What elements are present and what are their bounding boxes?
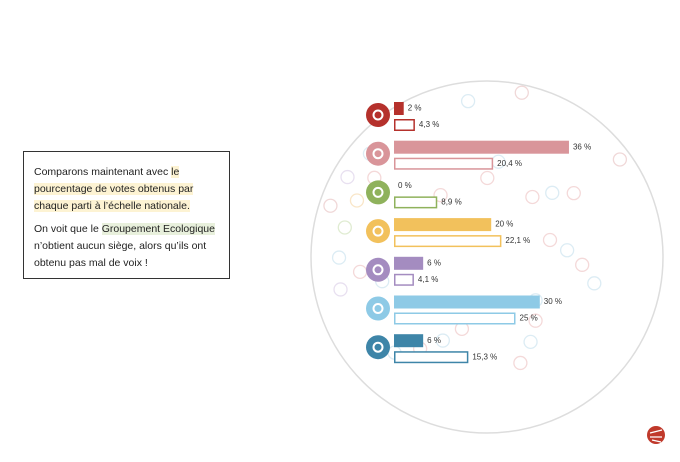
seat-dot <box>612 152 628 167</box>
party-icon <box>366 296 390 321</box>
value-label: 22,1 % <box>505 236 530 245</box>
bar <box>394 119 415 131</box>
bar <box>394 157 494 170</box>
highlight: Groupement Ecologique <box>101 223 215 235</box>
value-label: 0 % <box>398 181 412 190</box>
party-icon-glyph <box>372 264 384 276</box>
value-label: 36 % <box>573 142 591 151</box>
seat-dot <box>513 355 528 371</box>
party-icon-glyph <box>372 186 384 198</box>
seat-dot <box>433 187 448 203</box>
seat-dot <box>587 276 602 291</box>
value-label: 4,1 % <box>418 275 438 284</box>
party-icon <box>366 141 390 166</box>
paragraph: Comparons maintenant avec le pourcentage… <box>34 164 229 215</box>
value-label: 30 % <box>544 297 562 306</box>
bar <box>394 312 516 325</box>
seat-dot <box>331 250 347 265</box>
bar <box>394 334 424 348</box>
value-label: 20 % <box>495 220 513 229</box>
text-box: Comparons maintenant avec le pourcentage… <box>23 151 230 279</box>
bar <box>394 295 540 309</box>
seat-dot <box>514 85 529 100</box>
bar <box>394 351 469 364</box>
seat-dot <box>352 264 368 280</box>
value-label: 15,3 % <box>472 352 497 361</box>
bar <box>394 256 424 270</box>
bar <box>394 140 569 154</box>
seat-dot <box>333 282 348 297</box>
value-label: 2 % <box>408 104 422 113</box>
seat-dot <box>575 257 590 272</box>
bar <box>394 102 404 115</box>
party-icon <box>366 103 390 127</box>
party-icon-glyph <box>372 109 384 121</box>
bar <box>394 218 492 232</box>
party-icon-glyph <box>372 341 384 353</box>
seat-dot <box>523 334 538 350</box>
seat-dot <box>435 333 450 348</box>
text: n’obtient aucun siège, alors qu’ils ont … <box>34 240 207 269</box>
seat-dots <box>323 85 628 371</box>
background-circle <box>310 80 664 434</box>
seat-dot <box>349 193 365 208</box>
paragraph: On voit que le Groupement Ecologique n’o… <box>34 221 229 272</box>
logo-mark <box>649 429 663 443</box>
party-icon <box>366 257 390 282</box>
value-label: 20,4 % <box>497 159 522 168</box>
bar <box>394 235 502 248</box>
value-label: 8,9 % <box>441 198 461 207</box>
party-icon <box>366 180 390 205</box>
party-icon-glyph <box>372 225 384 237</box>
value-label: 6 % <box>427 336 441 345</box>
seat-dot <box>525 189 540 205</box>
seat-dot <box>337 220 352 235</box>
party-icon <box>366 219 390 244</box>
seat-dot <box>323 198 338 213</box>
seat-dot <box>566 186 581 201</box>
bar <box>394 196 438 209</box>
seat-dot <box>528 313 543 328</box>
seat-dot <box>542 232 558 248</box>
party-icon-glyph <box>372 303 384 314</box>
text: On voit que le <box>34 223 102 235</box>
seat-dot <box>559 243 575 258</box>
value-label: 4,3 % <box>419 120 439 129</box>
text: Comparons maintenant avec <box>34 166 172 178</box>
party-icon-glyph <box>372 148 384 160</box>
seat-dot <box>460 94 476 109</box>
seat-dot <box>340 169 355 185</box>
seat-dot <box>480 170 495 186</box>
bar <box>394 273 414 286</box>
value-label: 6 % <box>427 258 441 267</box>
seat-dot <box>545 185 560 200</box>
value-label: 25 % <box>520 314 538 323</box>
party-icon <box>366 335 390 360</box>
